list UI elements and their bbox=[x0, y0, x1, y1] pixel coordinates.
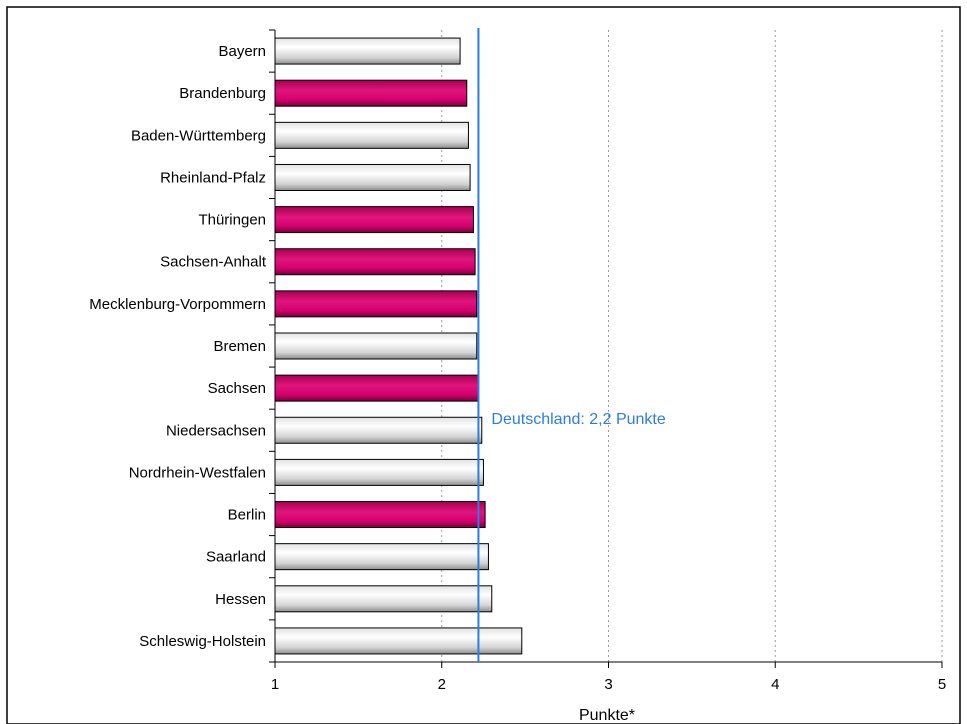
category-label: Bayern bbox=[218, 43, 266, 60]
category-label: Baden-Württemberg bbox=[131, 127, 266, 144]
category-label: Sachsen bbox=[208, 380, 266, 397]
category-label: Hessen bbox=[215, 591, 266, 608]
label-layer: Bayern Brandenburg Baden-Württemberg Rheinl… bbox=[89, 28, 946, 693]
bar-niedersachsen bbox=[274, 416, 483, 444]
category-label: Brandenburg bbox=[179, 85, 266, 102]
category-label: Bremen bbox=[213, 338, 266, 355]
x-axis-title: Punkte* bbox=[579, 707, 635, 724]
category-label: Sachsen-Anhalt bbox=[160, 254, 267, 271]
bar-nordrhein-westfalen bbox=[274, 458, 484, 486]
bar-thüringen bbox=[274, 206, 474, 234]
x-tick-label: 4 bbox=[771, 676, 779, 693]
bar-baden-württemberg bbox=[274, 121, 469, 149]
bar-hessen bbox=[274, 585, 493, 613]
bar-saarland bbox=[274, 543, 489, 571]
bar-layer bbox=[274, 37, 523, 655]
x-tick-label: 1 bbox=[271, 676, 279, 693]
bar-brandenburg bbox=[274, 79, 468, 107]
reference-label: Deutschland: 2,2 Punkte bbox=[491, 411, 665, 428]
bar-sachsen-anhalt bbox=[274, 248, 476, 276]
x-tick-label: 5 bbox=[938, 676, 946, 693]
chart-border bbox=[6, 6, 961, 724]
x-tick-label: 3 bbox=[604, 676, 612, 693]
category-label: Rheinland-Pfalz bbox=[160, 169, 266, 186]
bar-bremen bbox=[274, 332, 478, 360]
x-tick-label: 2 bbox=[438, 676, 446, 693]
bar-sachsen bbox=[274, 374, 479, 402]
bar-mecklenburg-vorpommern bbox=[274, 290, 478, 318]
axis-layer bbox=[269, 29, 943, 668]
category-label: Saarland bbox=[206, 549, 266, 566]
category-label: Niedersachsen bbox=[166, 422, 266, 439]
category-label: Berlin bbox=[228, 507, 266, 524]
category-label: Thüringen bbox=[198, 212, 266, 229]
bar-schleswig-holstein bbox=[274, 627, 523, 655]
category-label: Schleswig-Holstein bbox=[139, 633, 266, 650]
bar-rheinland-pfalz bbox=[274, 163, 471, 191]
category-label: Mecklenburg-Vorpommern bbox=[89, 296, 266, 313]
bar-bayern bbox=[274, 37, 461, 65]
category-label: Nordrhein-Westfalen bbox=[129, 464, 266, 481]
bar-berlin bbox=[274, 501, 486, 529]
